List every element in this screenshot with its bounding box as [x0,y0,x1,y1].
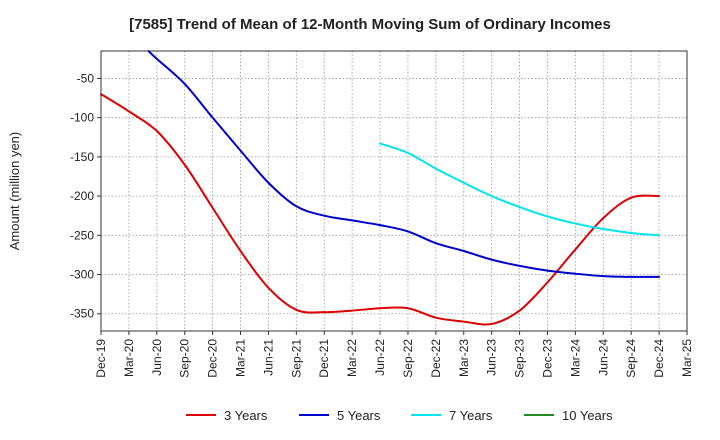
x-tick-label: Dec-20 [206,339,220,378]
y-tick-label: -350 [70,307,94,321]
legend: 3 Years 5 Years 7 Years 10 Years [186,408,613,423]
x-tick-label: Sep-23 [513,339,527,378]
x-tick-label: Mar-20 [122,339,136,377]
legend-label-10-years: 10 Years [562,408,613,423]
x-tick-label: Mar-21 [234,339,248,377]
y-tick-label: -200 [70,189,94,203]
x-tick-label: Jun-23 [485,339,499,376]
chart-title: [7585] Trend of Mean of 12-Month Moving … [129,16,611,33]
x-tick-label: Dec-23 [540,339,554,378]
x-tick-label: Mar-22 [345,339,359,377]
series-line-5-years [147,50,661,278]
x-tick-label: Sep-20 [178,339,192,378]
x-tick-label: Jun-21 [261,339,275,376]
x-tick-label: Dec-19 [94,339,108,378]
legend-label-5-years: 5 Years [337,408,381,423]
series-line-7-years [379,142,661,237]
legend-label-7-years: 7 Years [449,408,493,423]
y-axis-label: Amount (million yen) [7,132,22,251]
x-tick-label: Sep-24 [624,339,638,378]
series-lines [100,50,661,326]
y-tick-labels: -50 -100 -150 -200 -250 -300 -350 [70,71,101,321]
y-tick-label: -50 [77,71,95,85]
y-tick-label: -300 [70,268,94,282]
y-tick-label: -150 [70,150,94,164]
plot-border [100,50,688,332]
x-tick-label: Sep-21 [289,339,303,378]
x-tick-label: Jun-20 [150,339,164,376]
plot-area [101,51,687,331]
x-tick-label: Dec-21 [317,339,331,378]
x-tick-label: Mar-24 [568,339,582,377]
series-line-3-years [100,93,661,326]
legend-label-3-years: 3 Years [224,408,268,423]
x-tick-label: Mar-23 [457,339,471,377]
x-tick-label: Dec-22 [429,339,443,378]
grid-lines [100,51,688,331]
x-tick-labels: Dec-19 Mar-20 Jun-20 Sep-20 Dec-20 Mar-21 Jun-… [94,331,694,378]
y-tick-label: -250 [70,228,94,242]
x-tick-label: Jun-24 [596,339,610,376]
x-tick-label: Mar-25 [680,339,694,377]
x-tick-label: Jun-22 [373,339,387,376]
y-tick-label: -100 [70,111,94,125]
x-tick-label: Sep-22 [401,339,415,378]
x-tick-label: Dec-24 [652,339,666,378]
